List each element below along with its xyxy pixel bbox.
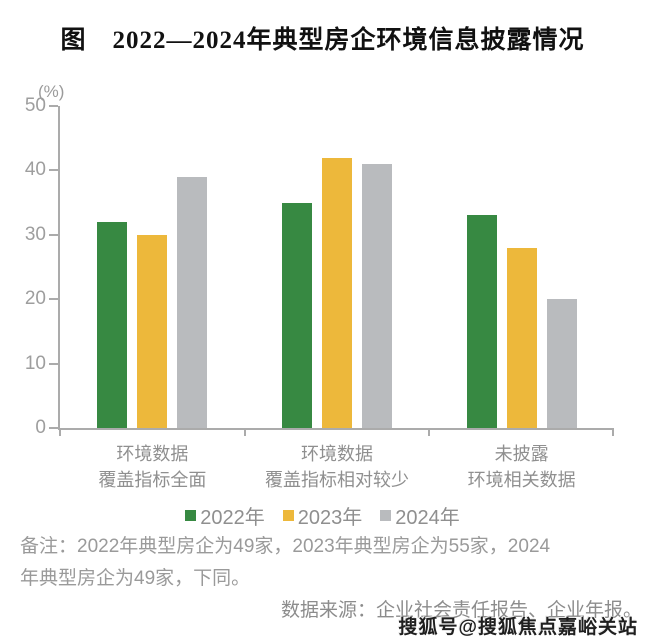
watermark-text: 搜狐号@搜狐焦点嘉峪关站 <box>398 617 638 638</box>
x-axis-tick <box>428 428 431 436</box>
legend-item-2022年: 2022年 <box>185 501 265 530</box>
legend-label: 2024年 <box>395 507 460 529</box>
y-axis-tick-label: 0 <box>35 417 46 438</box>
bar-2024年-group1 <box>177 176 208 428</box>
legend-label: 2023年 <box>297 507 363 529</box>
bar-2022年-group2 <box>282 202 312 428</box>
y-axis-tick <box>49 169 58 172</box>
y-axis-tick-label: 20 <box>24 288 46 310</box>
legend-item-2023年: 2023年 <box>282 501 363 530</box>
chart-title: 图 2022—2024年典型房企环境信息披露情况 <box>60 27 585 54</box>
remark-note: 备注：2022年典型房企为49家，2023年典型房企为55家，2024 年典型房… <box>20 536 551 589</box>
x-axis-tick <box>243 428 246 436</box>
y-axis-tick <box>49 233 58 236</box>
legend-swatch-icon <box>282 510 294 521</box>
legend-swatch-icon <box>185 510 197 521</box>
x-category-label: 环境数据 覆盖指标全面 <box>98 444 207 490</box>
data-source-note: 数据来源：企业社会责任报告、企业年报。 <box>280 600 642 621</box>
legend-item-2024年: 2024年 <box>380 501 460 530</box>
plot-area: 0 10 20 30 40 50 环境数据 覆盖指标全面 环境数据 覆盖指标相对较少 未披露 环… <box>25 96 614 490</box>
x-category-label: 环境数据 覆盖指标相对较少 <box>265 444 409 490</box>
legend-label: 2022年 <box>200 507 265 529</box>
y-axis-tick <box>49 298 58 301</box>
y-axis-tick <box>49 362 58 365</box>
y-axis-tick-label: 50 <box>24 95 46 116</box>
y-axis-tick <box>49 105 58 107</box>
y-axis-tick-label: 30 <box>24 223 46 245</box>
bar-2022年-group3 <box>466 215 497 428</box>
bar-2024年-group2 <box>362 163 392 428</box>
x-axis-tick <box>612 428 614 436</box>
bar-2023年-group2 <box>322 157 352 428</box>
bar-2024年-group3 <box>546 299 577 428</box>
bar-2022年-group1 <box>97 221 128 428</box>
y-axis-tick <box>49 427 58 429</box>
x-category-label: 未披露 环境相关数据 <box>467 444 576 490</box>
bar-2023年-group3 <box>506 247 537 428</box>
chart-legend: 2022年 2023年 2024年 <box>0 501 645 530</box>
legend-swatch-icon <box>380 510 392 521</box>
x-axis-tick <box>59 428 61 436</box>
y-axis-tick-label: 40 <box>24 159 46 181</box>
bar-2023年-group1 <box>137 234 168 428</box>
y-axis-unit-label: (%) <box>38 82 65 101</box>
y-axis-tick-label: 10 <box>24 352 46 374</box>
